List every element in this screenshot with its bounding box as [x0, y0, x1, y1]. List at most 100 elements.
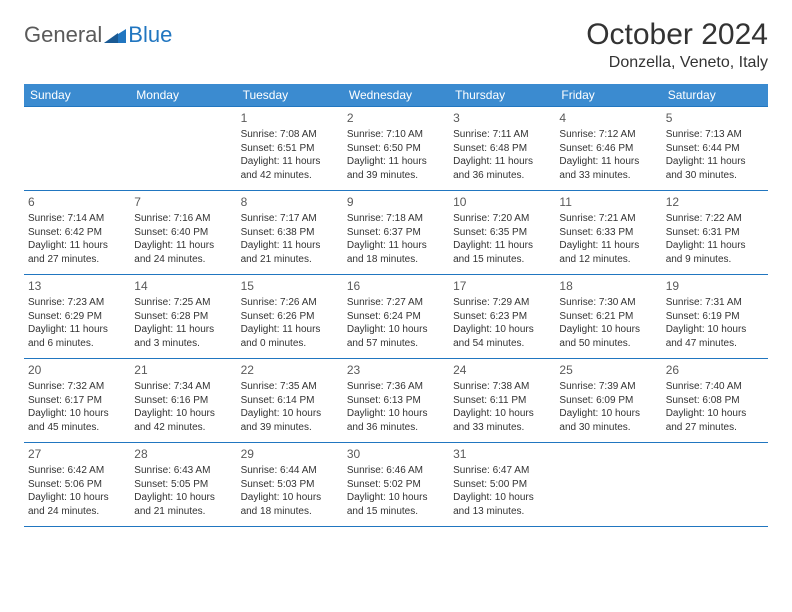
day-number: 3: [453, 110, 551, 126]
calendar-cell: 7Sunrise: 7:16 AMSunset: 6:40 PMDaylight…: [130, 191, 236, 275]
sunset-text: Sunset: 6:48 PM: [453, 142, 551, 156]
sunrise-text: Sunrise: 7:35 AM: [241, 380, 339, 394]
sunrise-text: Sunrise: 7:29 AM: [453, 296, 551, 310]
sunrise-text: Sunrise: 7:34 AM: [134, 380, 232, 394]
day-number: 18: [559, 278, 657, 294]
sunrise-text: Sunrise: 7:22 AM: [666, 212, 764, 226]
day-number: 21: [134, 362, 232, 378]
calendar-week-row: 27Sunrise: 6:42 AMSunset: 5:06 PMDayligh…: [24, 443, 768, 527]
calendar-cell: 14Sunrise: 7:25 AMSunset: 6:28 PMDayligh…: [130, 275, 236, 359]
sunset-text: Sunset: 6:33 PM: [559, 226, 657, 240]
daylight-text: Daylight: 11 hours: [559, 155, 657, 169]
calendar-table: Sunday Monday Tuesday Wednesday Thursday…: [24, 84, 768, 527]
sunset-text: Sunset: 6:42 PM: [28, 226, 126, 240]
daylight-text: and 24 minutes.: [28, 505, 126, 519]
daylight-text: and 57 minutes.: [347, 337, 445, 351]
calendar-cell: 22Sunrise: 7:35 AMSunset: 6:14 PMDayligh…: [237, 359, 343, 443]
calendar-cell: 30Sunrise: 6:46 AMSunset: 5:02 PMDayligh…: [343, 443, 449, 527]
day-header: Wednesday: [343, 84, 449, 107]
sunset-text: Sunset: 6:11 PM: [453, 394, 551, 408]
daylight-text: and 24 minutes.: [134, 253, 232, 267]
day-number: 29: [241, 446, 339, 462]
page-title: October 2024: [586, 18, 768, 52]
daylight-text: and 30 minutes.: [559, 421, 657, 435]
sunrise-text: Sunrise: 7:38 AM: [453, 380, 551, 394]
daylight-text: and 39 minutes.: [241, 421, 339, 435]
daylight-text: Daylight: 10 hours: [241, 491, 339, 505]
daylight-text: and 36 minutes.: [347, 421, 445, 435]
sunset-text: Sunset: 6:24 PM: [347, 310, 445, 324]
sunrise-text: Sunrise: 7:13 AM: [666, 128, 764, 142]
sunset-text: Sunset: 6:09 PM: [559, 394, 657, 408]
sunrise-text: Sunrise: 7:40 AM: [666, 380, 764, 394]
sunset-text: Sunset: 6:28 PM: [134, 310, 232, 324]
sunrise-text: Sunrise: 6:44 AM: [241, 464, 339, 478]
sunset-text: Sunset: 6:13 PM: [347, 394, 445, 408]
sunset-text: Sunset: 6:35 PM: [453, 226, 551, 240]
calendar-cell: [130, 107, 236, 191]
calendar-cell: 1Sunrise: 7:08 AMSunset: 6:51 PMDaylight…: [237, 107, 343, 191]
calendar-cell: 4Sunrise: 7:12 AMSunset: 6:46 PMDaylight…: [555, 107, 661, 191]
day-number: 10: [453, 194, 551, 210]
calendar-cell: 31Sunrise: 6:47 AMSunset: 5:00 PMDayligh…: [449, 443, 555, 527]
daylight-text: Daylight: 11 hours: [559, 239, 657, 253]
day-number: 8: [241, 194, 339, 210]
daylight-text: and 30 minutes.: [666, 169, 764, 183]
calendar-cell: 23Sunrise: 7:36 AMSunset: 6:13 PMDayligh…: [343, 359, 449, 443]
sunrise-text: Sunrise: 6:43 AM: [134, 464, 232, 478]
location-label: Donzella, Veneto, Italy: [586, 54, 768, 72]
sunset-text: Sunset: 6:44 PM: [666, 142, 764, 156]
day-header: Friday: [555, 84, 661, 107]
daylight-text: Daylight: 10 hours: [666, 407, 764, 421]
daylight-text: Daylight: 11 hours: [241, 155, 339, 169]
daylight-text: and 47 minutes.: [666, 337, 764, 351]
daylight-text: Daylight: 10 hours: [453, 323, 551, 337]
sunset-text: Sunset: 6:38 PM: [241, 226, 339, 240]
calendar-cell: [555, 443, 661, 527]
daylight-text: Daylight: 10 hours: [28, 491, 126, 505]
calendar-cell: 25Sunrise: 7:39 AMSunset: 6:09 PMDayligh…: [555, 359, 661, 443]
day-number: 20: [28, 362, 126, 378]
sunset-text: Sunset: 5:02 PM: [347, 478, 445, 492]
sunset-text: Sunset: 6:46 PM: [559, 142, 657, 156]
sunrise-text: Sunrise: 7:32 AM: [28, 380, 126, 394]
sunrise-text: Sunrise: 7:27 AM: [347, 296, 445, 310]
logo-triangle-icon: [104, 27, 126, 43]
day-number: 19: [666, 278, 764, 294]
logo-text-blue: Blue: [128, 22, 172, 48]
day-number: 7: [134, 194, 232, 210]
calendar-cell: 8Sunrise: 7:17 AMSunset: 6:38 PMDaylight…: [237, 191, 343, 275]
sunrise-text: Sunrise: 7:16 AM: [134, 212, 232, 226]
daylight-text: Daylight: 11 hours: [28, 239, 126, 253]
daylight-text: Daylight: 11 hours: [453, 239, 551, 253]
calendar-cell: 28Sunrise: 6:43 AMSunset: 5:05 PMDayligh…: [130, 443, 236, 527]
sunrise-text: Sunrise: 7:31 AM: [666, 296, 764, 310]
calendar-cell: 16Sunrise: 7:27 AMSunset: 6:24 PMDayligh…: [343, 275, 449, 359]
daylight-text: and 33 minutes.: [559, 169, 657, 183]
sunrise-text: Sunrise: 7:14 AM: [28, 212, 126, 226]
calendar-cell: 18Sunrise: 7:30 AMSunset: 6:21 PMDayligh…: [555, 275, 661, 359]
day-number: 2: [347, 110, 445, 126]
daylight-text: Daylight: 11 hours: [666, 155, 764, 169]
day-number: 12: [666, 194, 764, 210]
logo-text-general: General: [24, 22, 102, 48]
calendar-cell: 12Sunrise: 7:22 AMSunset: 6:31 PMDayligh…: [662, 191, 768, 275]
calendar-cell: 2Sunrise: 7:10 AMSunset: 6:50 PMDaylight…: [343, 107, 449, 191]
sunrise-text: Sunrise: 6:47 AM: [453, 464, 551, 478]
calendar-cell: 3Sunrise: 7:11 AMSunset: 6:48 PMDaylight…: [449, 107, 555, 191]
day-number: 22: [241, 362, 339, 378]
sunset-text: Sunset: 6:29 PM: [28, 310, 126, 324]
daylight-text: and 18 minutes.: [347, 253, 445, 267]
calendar-cell: [24, 107, 130, 191]
daylight-text: and 3 minutes.: [134, 337, 232, 351]
day-header: Thursday: [449, 84, 555, 107]
sunset-text: Sunset: 6:37 PM: [347, 226, 445, 240]
day-number: 25: [559, 362, 657, 378]
daylight-text: Daylight: 11 hours: [347, 239, 445, 253]
daylight-text: and 9 minutes.: [666, 253, 764, 267]
sunset-text: Sunset: 6:40 PM: [134, 226, 232, 240]
calendar-cell: 11Sunrise: 7:21 AMSunset: 6:33 PMDayligh…: [555, 191, 661, 275]
sunrise-text: Sunrise: 7:20 AM: [453, 212, 551, 226]
daylight-text: and 42 minutes.: [134, 421, 232, 435]
daylight-text: Daylight: 10 hours: [347, 323, 445, 337]
